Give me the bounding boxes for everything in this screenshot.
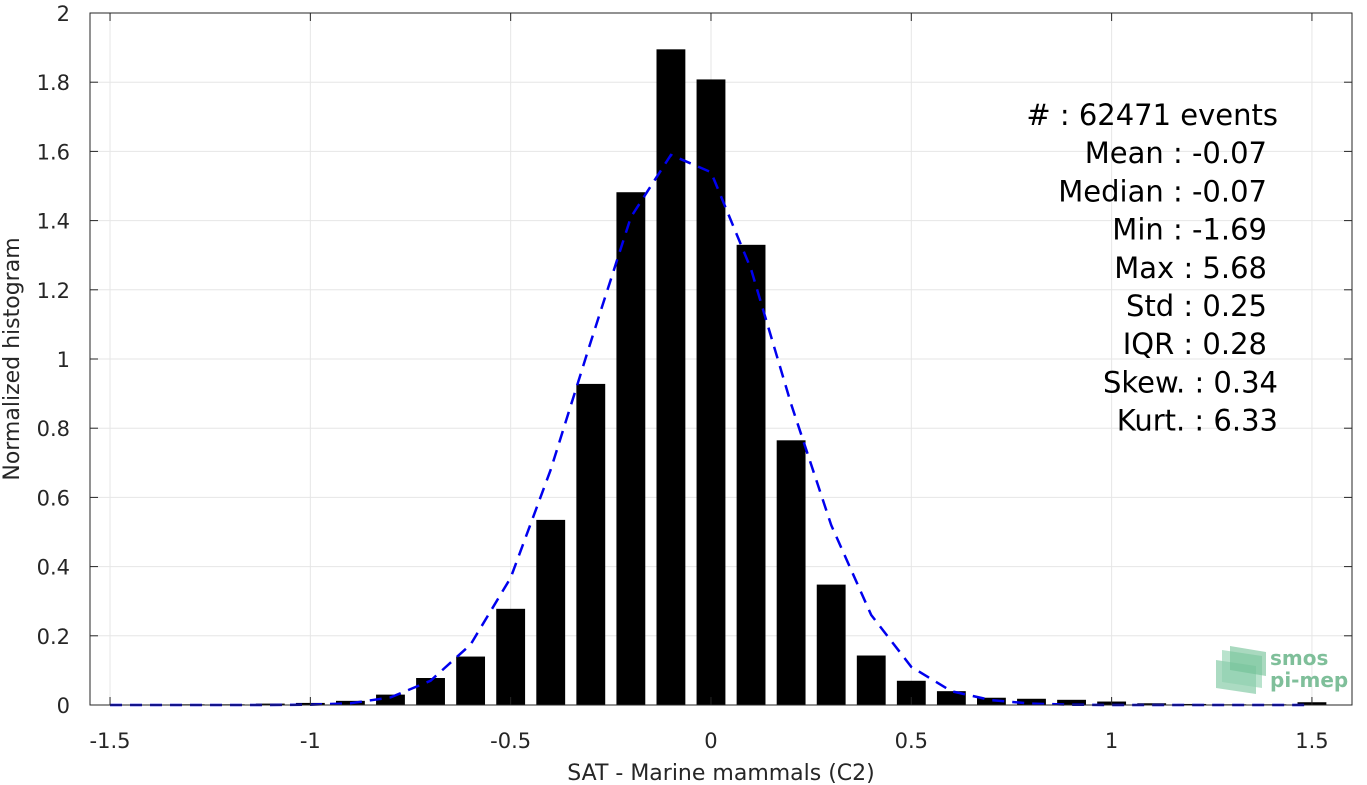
stats-line: Max : 5.68: [1114, 251, 1267, 285]
histogram-bar: [576, 383, 606, 705]
stats-line: Median : -0.07: [1058, 174, 1267, 208]
stats-line: Kurt. : 6.33: [1117, 404, 1278, 438]
histogram-bar: [736, 244, 766, 705]
histogram-bar: [856, 655, 886, 705]
stats-box: # : 62471 events Mean : -0.07 Median : -0.…: [1026, 98, 1278, 438]
axis-ticks: [90, 12, 1352, 706]
smos-pimep-logo: smos pi-mep: [1216, 646, 1348, 694]
y-tick-labels: 0 0.2 0.4 0.6 0.8 1 1.2 1.4 1.6 1.8 2: [37, 2, 70, 718]
x-tick-labels: -1.5 -1 -0.5 0 0.5 1 1.5: [90, 729, 1329, 753]
y-axis-label: Normalized histogram: [0, 237, 25, 480]
histogram-bar: [496, 608, 526, 705]
x-tick-label: 1: [1105, 729, 1118, 753]
logo-mark-icon: [1216, 646, 1266, 694]
y-tick-label: 0: [57, 694, 70, 718]
histogram-bar: [376, 694, 405, 705]
histogram-bar: [1017, 698, 1046, 705]
y-tick-label: 1.4: [37, 210, 70, 234]
y-tick-label: 0.8: [37, 417, 70, 441]
y-tick-label: 0.6: [37, 486, 70, 510]
y-tick-label: 1.6: [37, 140, 70, 164]
histogram-bar: [816, 584, 846, 705]
stats-line: Skew. : 0.34: [1103, 365, 1278, 399]
x-axis-label: SAT - Marine mammals (C2): [567, 761, 875, 785]
histogram-bar: [536, 519, 566, 705]
y-tick-label: 1.2: [37, 279, 70, 303]
y-tick-label: 0.2: [37, 625, 70, 649]
x-tick-label: 1.5: [1295, 729, 1328, 753]
histogram-bar: [776, 440, 806, 705]
histogram-bar: [936, 691, 966, 705]
logo-text-pimep: pi-mep: [1270, 668, 1348, 692]
x-tick-label: 0: [704, 729, 717, 753]
histogram-bar: [1137, 703, 1167, 705]
histogram-bar: [1057, 699, 1086, 705]
stats-line: IQR : 0.28: [1123, 327, 1267, 361]
y-tick-label: 1.8: [37, 71, 70, 95]
histogram-bar: [616, 192, 646, 705]
x-tick-label: -1: [300, 729, 321, 753]
histogram-bar: [656, 49, 686, 705]
x-tick-label: 0.5: [895, 729, 928, 753]
stats-line: Std : 0.25: [1126, 289, 1267, 323]
stats-line: Mean : -0.07: [1085, 136, 1267, 170]
x-tick-label: -0.5: [490, 729, 531, 753]
logo-text-smos: smos: [1270, 646, 1328, 670]
histogram-bar: [1177, 703, 1207, 705]
y-tick-label: 1: [57, 348, 70, 372]
x-tick-label: -1.5: [90, 729, 131, 753]
stats-line: Min : -1.69: [1112, 213, 1267, 247]
y-tick-label: 0.4: [37, 556, 70, 580]
histogram-bar: [977, 697, 1006, 705]
stats-line: # : 62471 events: [1026, 98, 1278, 132]
histogram-bar: [696, 79, 726, 705]
histogram-bar: [416, 678, 445, 705]
y-tick-label: 2: [57, 2, 70, 26]
histogram-bar: [456, 656, 486, 705]
